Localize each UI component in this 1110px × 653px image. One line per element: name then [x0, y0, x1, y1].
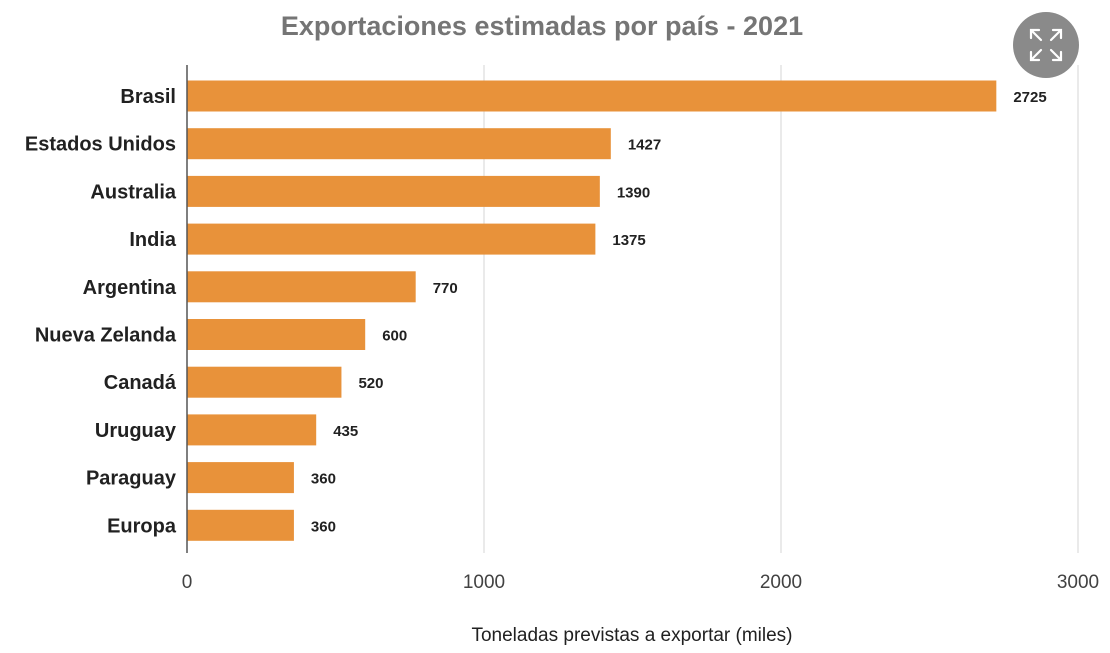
- chart-title: Exportaciones estimadas por país - 2021: [281, 11, 803, 41]
- bar: [187, 366, 342, 398]
- bar: [187, 223, 596, 255]
- category-label: Europa: [107, 515, 177, 537]
- category-labels: Brasil Estados Unidos Australia India Argent…: [25, 86, 177, 537]
- bars: [187, 80, 997, 541]
- fullscreen-button[interactable]: [1013, 12, 1079, 78]
- category-label: Argentina: [83, 277, 177, 299]
- bar: [187, 509, 294, 541]
- bar: [187, 462, 294, 494]
- data-label: 520: [358, 375, 383, 392]
- data-label: 770: [433, 280, 458, 297]
- data-label: 600: [382, 328, 407, 345]
- bar: [187, 175, 600, 207]
- bar: [187, 128, 611, 160]
- data-label: 2725: [1013, 89, 1046, 106]
- data-label: 360: [311, 471, 336, 488]
- category-label: Estados Unidos: [25, 134, 176, 156]
- category-label: Uruguay: [95, 420, 177, 442]
- data-label: 1375: [612, 232, 645, 249]
- x-tick-labels: 0 1000 2000 3000: [182, 572, 1099, 593]
- expand-arrows-icon: [1029, 28, 1063, 62]
- category-label: Australia: [90, 181, 176, 203]
- data-label: 1390: [617, 184, 650, 201]
- data-label: 360: [311, 518, 336, 535]
- x-tick-label: 0: [182, 572, 193, 593]
- x-tick-label: 1000: [463, 572, 505, 593]
- category-label: India: [129, 229, 177, 251]
- category-label: Paraguay: [86, 468, 177, 490]
- bar: [187, 319, 366, 350]
- bar: [187, 414, 317, 446]
- category-label: Canadá: [104, 372, 177, 394]
- category-label: Nueva Zelanda: [35, 325, 177, 347]
- data-labels: 2725 1427 1390 1375 770 600 520 435 360 360: [311, 89, 1047, 535]
- data-label: 1427: [628, 137, 661, 154]
- bar: [187, 80, 997, 112]
- x-tick-label: 3000: [1057, 572, 1099, 593]
- category-label: Brasil: [120, 86, 176, 108]
- data-label: 435: [333, 423, 358, 440]
- bar: [187, 271, 416, 303]
- x-axis-label: Toneladas previstas a exportar (miles): [471, 625, 792, 646]
- x-tick-label: 2000: [760, 572, 802, 593]
